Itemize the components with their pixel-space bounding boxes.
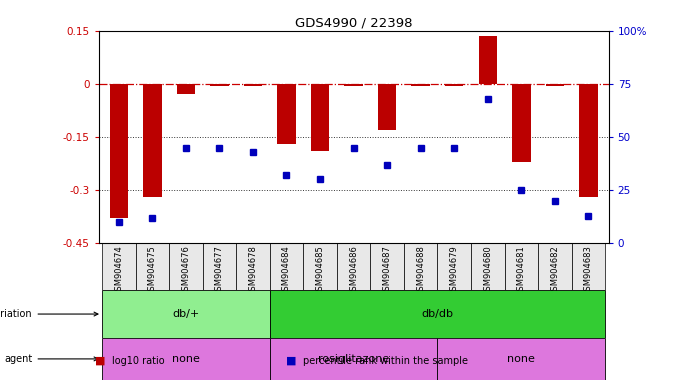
Text: GSM904688: GSM904688 [416, 246, 425, 296]
Bar [344, 84, 363, 86]
Bar [243, 84, 262, 86]
Text: log10 ratio: log10 ratio [112, 356, 165, 366]
Bar [203, 243, 236, 290]
Bar [143, 84, 162, 197]
Text: none: none [172, 354, 200, 364]
Bar [579, 84, 598, 197]
Bar [545, 84, 564, 86]
Text: GSM904675: GSM904675 [148, 246, 157, 296]
Bar [378, 84, 396, 130]
Bar [236, 243, 270, 290]
Bar [404, 243, 437, 290]
Bar [270, 338, 437, 380]
Bar [102, 290, 270, 338]
Bar [572, 243, 605, 290]
Text: ■: ■ [95, 356, 105, 366]
Bar [445, 84, 464, 86]
Text: ■: ■ [286, 356, 296, 366]
Bar [437, 243, 471, 290]
Bar [437, 338, 605, 380]
Text: db/+: db/+ [172, 309, 199, 319]
Bar [102, 243, 135, 290]
Bar [135, 243, 169, 290]
Bar [303, 243, 337, 290]
Bar [311, 84, 329, 151]
Bar [177, 84, 195, 94]
Bar [512, 84, 530, 162]
Text: GSM904680: GSM904680 [483, 246, 492, 296]
Text: GSM904681: GSM904681 [517, 246, 526, 296]
Bar [270, 290, 605, 338]
Text: db/db: db/db [422, 309, 454, 319]
Bar [270, 243, 303, 290]
Bar [538, 243, 572, 290]
Bar [169, 243, 203, 290]
Bar [102, 338, 270, 380]
Bar [479, 36, 497, 84]
Text: GSM904683: GSM904683 [584, 246, 593, 296]
Bar [337, 243, 371, 290]
Text: GSM904686: GSM904686 [349, 246, 358, 296]
Text: GSM904677: GSM904677 [215, 246, 224, 296]
Bar [210, 84, 228, 86]
Bar [471, 243, 505, 290]
Bar [371, 243, 404, 290]
Text: GSM904687: GSM904687 [383, 246, 392, 296]
Bar [505, 243, 538, 290]
Text: rosiglitazone: rosiglitazone [318, 354, 389, 364]
Text: agent: agent [4, 354, 98, 364]
Text: genotype/variation: genotype/variation [0, 309, 98, 319]
Text: none: none [507, 354, 535, 364]
Text: GSM904674: GSM904674 [114, 246, 123, 296]
Text: GSM904678: GSM904678 [248, 246, 258, 296]
Text: GSM904679: GSM904679 [449, 246, 459, 296]
Bar [109, 84, 128, 218]
Text: GSM904684: GSM904684 [282, 246, 291, 296]
Text: GSM904685: GSM904685 [316, 246, 324, 296]
Title: GDS4990 / 22398: GDS4990 / 22398 [295, 17, 412, 30]
Bar [277, 84, 296, 144]
Text: percentile rank within the sample: percentile rank within the sample [303, 356, 468, 366]
Text: GSM904682: GSM904682 [550, 246, 560, 296]
Bar [411, 84, 430, 86]
Text: GSM904676: GSM904676 [182, 246, 190, 296]
